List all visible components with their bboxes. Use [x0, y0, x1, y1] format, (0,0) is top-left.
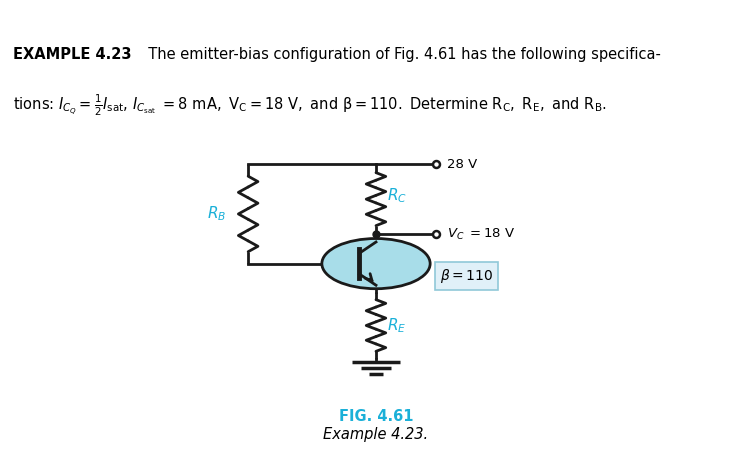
Text: $\beta = 110$: $\beta = 110$ — [440, 267, 493, 285]
Text: $V_C\ = 18\ \rm{V}$: $V_C\ = 18\ \rm{V}$ — [447, 227, 516, 242]
Text: The emitter-bias configuration of Fig. 4.61 has the following specifica-: The emitter-bias configuration of Fig. 4… — [139, 47, 661, 62]
Text: Example 4.23.: Example 4.23. — [323, 427, 429, 442]
Text: 28 V: 28 V — [447, 158, 478, 171]
Ellipse shape — [322, 238, 430, 289]
Text: $R_B$: $R_B$ — [207, 204, 226, 223]
Text: $R_E$: $R_E$ — [387, 316, 407, 335]
Text: FIG. 4.61: FIG. 4.61 — [338, 409, 414, 424]
Text: $R_C$: $R_C$ — [387, 187, 408, 205]
Text: EXAMPLE 4.23: EXAMPLE 4.23 — [13, 47, 132, 62]
Text: tions: $I_{C_Q} = \frac{1}{2}I_{\rm sat}$, $I_{C_{\rm sat}}$$\ = 8\ \rm{mA},\ V_: tions: $I_{C_Q} = \frac{1}{2}I_{\rm sat}… — [13, 92, 606, 118]
